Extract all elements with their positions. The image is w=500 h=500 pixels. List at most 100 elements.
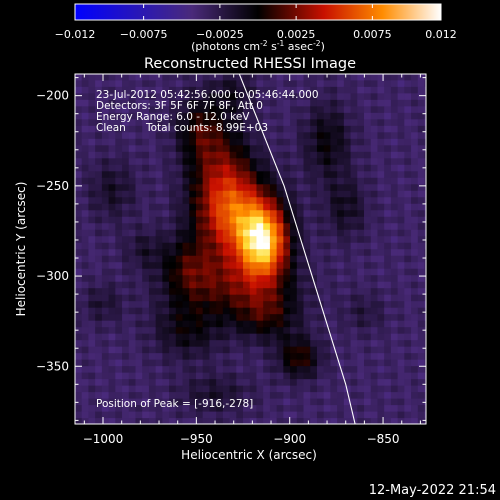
heatmap-cell (404, 326, 412, 334)
heatmap-cell (323, 151, 332, 159)
heatmap-cell (269, 411, 278, 419)
heatmap-cell (135, 398, 143, 406)
heatmap-cell (195, 99, 204, 107)
heatmap-cell (182, 118, 190, 126)
heatmap-cell (370, 118, 379, 126)
heatmap-cell (122, 242, 130, 250)
heatmap-cell (276, 125, 284, 133)
heatmap-cell (95, 326, 103, 334)
heatmap-cell (350, 105, 358, 113)
heatmap-cell (384, 229, 392, 237)
heatmap-cell (169, 411, 177, 419)
heatmap-cell (411, 326, 419, 334)
heatmap-cell (81, 391, 90, 399)
heatmap-cell (249, 307, 258, 315)
heatmap-cell (310, 313, 318, 321)
heatmap-cell (337, 398, 345, 406)
heatmap-cell (75, 417, 83, 424)
heatmap-cell (323, 235, 332, 243)
heatmap-cell (115, 99, 123, 107)
heatmap-cell (108, 170, 116, 178)
heatmap-cell (216, 164, 224, 172)
heatmap-cell (276, 183, 284, 191)
heatmap-cell (135, 378, 143, 386)
heatmap-cell (101, 281, 110, 289)
heatmap-cell (222, 281, 231, 289)
heatmap-cell (169, 242, 177, 250)
heatmap-cell (236, 404, 244, 412)
heatmap-cell (95, 404, 103, 412)
heatmap-cell (135, 229, 143, 237)
heatmap-cell (115, 359, 123, 367)
heatmap-cell (269, 313, 278, 321)
heatmap-cell (357, 398, 365, 406)
heatmap-cell (397, 385, 405, 393)
heatmap-cell (128, 300, 137, 308)
heatmap-cell (155, 99, 163, 107)
heatmap-cell (95, 190, 103, 198)
heatmap-cell (276, 287, 284, 295)
heatmap-cell (209, 313, 217, 321)
heatmap-cell (162, 177, 170, 185)
heatmap-cell (316, 144, 325, 152)
heatmap-cell (101, 274, 110, 282)
heatmap-cell (195, 346, 204, 354)
heatmap-cell (417, 372, 426, 380)
heatmap-cell (128, 222, 137, 230)
heatmap-cell (122, 359, 130, 367)
heatmap-cell (162, 144, 170, 152)
heatmap-cell (202, 326, 211, 334)
heatmap-cell (229, 326, 237, 334)
heatmap-cell (122, 151, 130, 159)
heatmap-cell (384, 79, 392, 87)
heatmap-cell (108, 300, 116, 308)
heatmap-cell (95, 74, 103, 81)
heatmap-cell (148, 151, 157, 159)
heatmap-cell (323, 242, 332, 250)
heatmap-cell (81, 196, 90, 204)
heatmap-cell (182, 79, 190, 87)
heatmap-cell (350, 131, 358, 139)
heatmap-cell (303, 385, 311, 393)
heatmap-cell (357, 411, 365, 419)
heatmap-cell (263, 398, 271, 406)
heatmap-cell (243, 385, 251, 393)
heatmap-cell (115, 417, 123, 424)
heatmap-cell (350, 359, 358, 367)
heatmap-cell (182, 92, 190, 100)
heatmap-cell (108, 131, 116, 139)
heatmap-cell (411, 105, 419, 113)
heatmap-cell (229, 79, 237, 87)
heatmap-cell (195, 372, 204, 380)
heatmap-cell (135, 261, 143, 269)
heatmap-cell (364, 346, 372, 354)
heatmap-cell (182, 203, 190, 211)
heatmap-cell (343, 242, 352, 250)
heatmap-cell (269, 235, 278, 243)
heatmap-cell (108, 216, 116, 224)
heatmap-cell (390, 404, 399, 412)
heatmap-cell (269, 391, 278, 399)
heatmap-cell (189, 164, 197, 172)
colorbar-tick-label: −0.012 (55, 28, 96, 41)
heatmap-cell (88, 248, 96, 256)
heatmap-cell (182, 333, 190, 341)
heatmap-cell (122, 79, 130, 87)
heatmap-cell (249, 333, 258, 341)
heatmap-cell (269, 131, 278, 139)
heatmap-cell (283, 255, 291, 263)
heatmap-cell (75, 359, 83, 367)
heatmap-cell (236, 313, 244, 321)
heatmap-cell (182, 385, 190, 393)
heatmap-cell (350, 209, 358, 217)
heatmap-cell (404, 157, 412, 165)
heatmap-cell (75, 268, 83, 276)
heatmap-cell (404, 99, 412, 107)
heatmap-cell (290, 320, 298, 328)
heatmap-cell (424, 320, 426, 328)
heatmap-cell (202, 79, 211, 87)
heatmap-cell (169, 105, 177, 113)
heatmap-cell (404, 378, 412, 386)
heatmap-cell (155, 216, 163, 224)
heatmap-cell (397, 268, 405, 276)
